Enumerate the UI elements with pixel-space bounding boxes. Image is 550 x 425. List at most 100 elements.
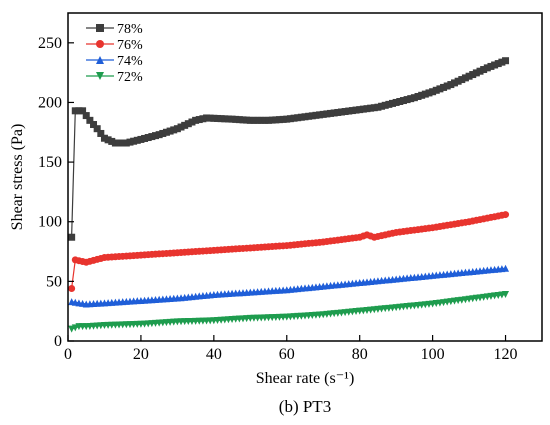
data-point — [308, 112, 316, 120]
data-point — [68, 285, 76, 293]
plot-frame — [67, 12, 543, 342]
series-1 — [68, 211, 510, 293]
data-point — [217, 115, 225, 123]
data-point — [301, 113, 309, 121]
data-point — [454, 77, 462, 85]
data-point — [239, 116, 247, 124]
data-point — [498, 58, 506, 66]
data-point — [152, 132, 160, 140]
data-point — [330, 109, 338, 117]
data-point — [144, 134, 152, 142]
legend-item: 78% — [86, 22, 143, 37]
data-point — [305, 112, 313, 120]
legend-marker — [96, 24, 104, 32]
data-point — [137, 135, 145, 143]
data-point — [341, 108, 349, 116]
series-layer — [68, 57, 510, 333]
data-point — [491, 61, 499, 69]
data-point — [425, 89, 433, 97]
x-axis-title: Shear rate (s⁻¹) — [256, 370, 355, 387]
data-point — [392, 98, 400, 106]
legend-marker — [96, 40, 104, 48]
data-point — [104, 136, 112, 144]
data-point — [396, 98, 404, 106]
data-point — [93, 125, 101, 133]
data-point — [440, 83, 448, 91]
data-point — [181, 121, 189, 129]
data-point — [68, 233, 76, 241]
legend-item: 72% — [86, 70, 143, 85]
figure-caption: (b) PT3 — [278, 397, 332, 416]
legend-label: 74% — [117, 54, 143, 69]
data-point — [228, 115, 236, 123]
data-point — [403, 96, 411, 104]
data-point — [294, 114, 302, 122]
tick-layer: 0 20 40 60 80 100 120 0 50 100 150 200 250 — [38, 35, 518, 363]
legend-item: 76% — [86, 38, 143, 53]
data-point — [461, 74, 469, 82]
data-point — [443, 82, 451, 90]
data-point — [126, 138, 134, 146]
data-point — [162, 128, 170, 136]
data-point — [272, 116, 280, 124]
x-tick-label: 100 — [421, 346, 445, 363]
data-point — [356, 106, 364, 114]
data-point — [257, 116, 265, 124]
data-point — [337, 108, 345, 116]
data-point — [246, 116, 254, 124]
data-point — [195, 116, 203, 124]
data-point — [221, 115, 229, 123]
data-point — [469, 71, 477, 79]
data-point — [345, 107, 353, 115]
data-point — [348, 107, 356, 115]
data-point — [370, 104, 378, 112]
data-point — [275, 116, 283, 124]
x-tick-label: 60 — [279, 346, 295, 363]
data-point — [203, 114, 211, 122]
y-axis-title: Shear stress (Pa) — [9, 124, 26, 231]
data-point — [436, 85, 444, 93]
legend-label: 78% — [117, 22, 143, 37]
data-point — [432, 86, 440, 94]
data-point — [166, 127, 174, 135]
data-point — [414, 92, 422, 100]
data-point — [374, 103, 382, 111]
data-point — [155, 131, 163, 139]
data-point — [199, 115, 207, 123]
data-point — [323, 110, 331, 118]
data-point — [235, 116, 243, 124]
data-point — [465, 72, 473, 80]
data-point — [487, 62, 495, 70]
data-point — [177, 123, 185, 131]
data-point — [122, 139, 130, 147]
series-2 — [68, 264, 510, 308]
data-point — [421, 90, 429, 98]
x-tick-label: 80 — [352, 346, 368, 363]
data-point — [334, 108, 342, 116]
data-point — [363, 105, 371, 113]
x-tick-label: 0 — [64, 346, 72, 363]
data-point — [410, 94, 418, 102]
data-point — [71, 107, 79, 115]
legend: 78%76%74%72% — [86, 22, 143, 85]
data-point — [250, 116, 258, 124]
data-point — [148, 133, 156, 141]
data-point — [480, 66, 488, 74]
y-tick-label: 200 — [38, 94, 62, 111]
data-point — [290, 114, 298, 122]
data-point — [86, 116, 94, 124]
data-point — [458, 76, 466, 84]
data-point — [502, 57, 510, 65]
data-point — [483, 64, 491, 72]
x-tick-label: 120 — [494, 346, 518, 363]
data-point — [141, 134, 149, 142]
data-point — [447, 81, 455, 89]
data-point — [327, 109, 335, 117]
legend-label: 76% — [117, 38, 143, 53]
data-point — [502, 290, 510, 298]
y-tick-label: 250 — [38, 35, 62, 52]
data-point — [418, 91, 426, 99]
data-point — [502, 211, 510, 219]
data-point — [243, 116, 251, 124]
series-0 — [68, 57, 510, 241]
